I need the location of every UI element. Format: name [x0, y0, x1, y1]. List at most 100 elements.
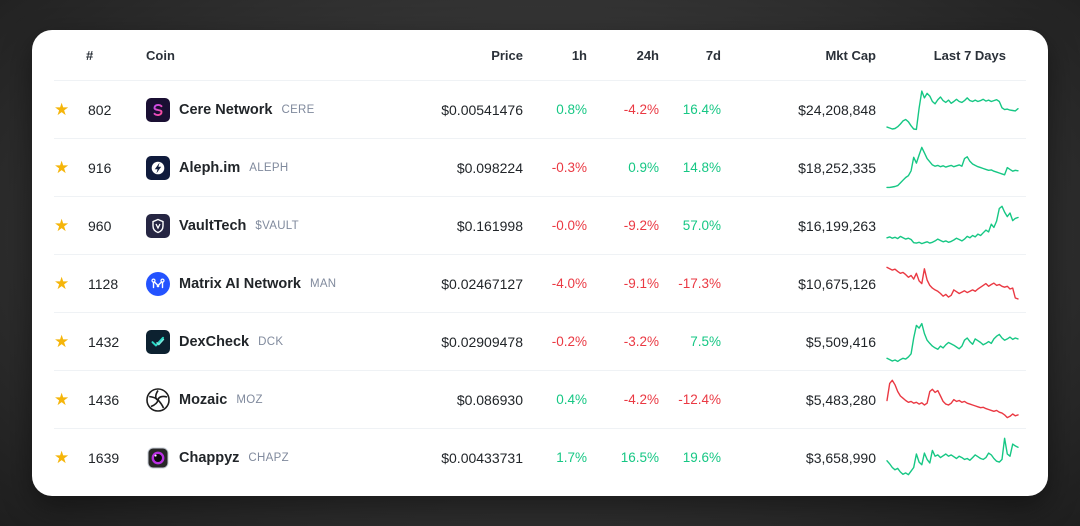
coin-rank: 1639	[88, 449, 120, 466]
change-1h: -4.0%	[551, 276, 587, 291]
header-coin[interactable]: Coin	[146, 47, 175, 63]
sparkline-chart	[876, 200, 1026, 252]
favorite-star-icon[interactable]: ★	[54, 390, 70, 409]
sparkline-chart	[876, 316, 1026, 368]
coin-ticker: $VAULT	[255, 219, 299, 232]
table-header-row: # Coin Price 1h 24h 7d Mkt Cap Last 7 Da…	[54, 30, 1026, 80]
coin-rank: 916	[88, 159, 112, 176]
price-value: $0.161998	[456, 217, 523, 234]
change-1h: 0.8%	[556, 102, 587, 117]
favorite-star-icon[interactable]: ★	[54, 448, 70, 467]
change-7d: 14.8%	[682, 160, 721, 175]
change-24h: -3.2%	[623, 334, 659, 349]
header-1h[interactable]: 1h	[571, 47, 587, 63]
change-1h: -0.3%	[551, 160, 587, 175]
change-24h: -9.2%	[623, 218, 659, 233]
change-7d: 16.4%	[682, 102, 721, 117]
table-row[interactable]: ★ 1436 Mozaic MOZ $0.086930 0.4% -4.2% -12.4% $5…	[54, 370, 1026, 428]
sparkline-chart	[876, 84, 1026, 136]
coin-logo-icon	[146, 446, 170, 470]
market-cap-value: $24,208,848	[798, 101, 876, 118]
coin-rank: 1128	[88, 275, 119, 292]
coin-cell[interactable]: Cere Network CERE	[146, 97, 405, 122]
table-row[interactable]: ★ 1639 Chappyz CHAPZ $0.00433731 1.7% 16.5% 19.…	[54, 428, 1026, 486]
table-row[interactable]: ★ 916 Aleph.im ALEPH $0.098224 -0.3% 0.9% 14.8%…	[54, 138, 1026, 196]
price-value: $0.098224	[456, 159, 523, 176]
coin-ticker: DCK	[258, 335, 284, 348]
coin-logo-icon	[146, 329, 170, 354]
header-last7days: Last 7 Days	[933, 47, 1006, 63]
market-cap-value: $16,199,263	[798, 217, 876, 234]
change-1h: -0.0%	[551, 218, 587, 233]
change-24h: 16.5%	[620, 450, 659, 465]
change-7d: 7.5%	[690, 334, 721, 349]
favorite-star-icon[interactable]: ★	[54, 100, 70, 119]
coin-logo-icon	[146, 97, 170, 122]
coin-cell[interactable]: Chappyz CHAPZ	[146, 446, 405, 470]
market-cap-value: $18,252,335	[798, 159, 876, 176]
favorite-star-icon[interactable]: ★	[54, 216, 70, 235]
coin-name[interactable]: DexCheck	[179, 333, 250, 350]
change-7d: 57.0%	[682, 218, 721, 233]
sparkline-chart	[876, 432, 1026, 484]
coin-cell[interactable]: DexCheck DCK	[146, 329, 405, 354]
change-24h: -4.2%	[623, 102, 659, 117]
coin-cell[interactable]: Matrix AI Network MAN	[146, 271, 405, 296]
table-body: ★ 802 Cere Network CERE $0.00541476 0.8% -4.2%…	[54, 80, 1026, 486]
header-7d[interactable]: 7d	[705, 47, 721, 63]
coin-logo-icon	[146, 387, 170, 412]
coin-logo-icon	[146, 155, 170, 180]
price-value: $0.00433731	[441, 449, 523, 466]
table-row[interactable]: ★ 1432 DexCheck DCK $0.02909478 -0.2% -3.2% 7.5…	[54, 312, 1026, 370]
favorite-star-icon[interactable]: ★	[54, 274, 70, 293]
header-price[interactable]: Price	[491, 47, 523, 63]
coin-ticker: MAN	[309, 277, 337, 290]
change-1h: 0.4%	[556, 392, 587, 407]
coin-name[interactable]: VaultTech	[179, 217, 247, 234]
table-row[interactable]: ★ 1128 Matrix AI Network MAN $0.02467127 -4.0…	[54, 254, 1026, 312]
change-24h: -4.2%	[623, 392, 659, 407]
change-7d: -12.4%	[678, 392, 721, 407]
coin-name[interactable]: Mozaic	[179, 391, 228, 408]
coin-rank: 802	[88, 101, 112, 118]
coin-ticker: CHAPZ	[248, 451, 289, 464]
sparkline-chart	[876, 374, 1026, 426]
coin-logo-icon	[146, 213, 170, 238]
coin-name[interactable]: Chappyz	[179, 449, 240, 466]
price-value: $0.00541476	[441, 101, 523, 118]
change-24h: 0.9%	[628, 160, 659, 175]
change-7d: -17.3%	[678, 276, 721, 291]
coin-ticker: MOZ	[236, 393, 263, 406]
change-7d: 19.6%	[682, 450, 721, 465]
market-cap-value: $3,658,990	[805, 449, 876, 466]
sparkline-chart	[876, 258, 1026, 310]
price-value: $0.086930	[456, 391, 523, 408]
price-value: $0.02909478	[441, 333, 523, 350]
coin-logo-icon	[146, 271, 170, 296]
coin-name[interactable]: Cere Network	[179, 101, 273, 118]
header-24h[interactable]: 24h	[636, 47, 659, 63]
table-row[interactable]: ★ 960 VaultTech $VAULT $0.161998 -0.0% -9.2% 57…	[54, 196, 1026, 254]
market-cap-value: $10,675,126	[798, 275, 876, 292]
coin-ticker: CERE	[281, 103, 315, 116]
sparkline-chart	[876, 142, 1026, 194]
table-row[interactable]: ★ 802 Cere Network CERE $0.00541476 0.8% -4.2%…	[54, 80, 1026, 138]
coin-rank: 1432	[88, 333, 120, 350]
coin-cell[interactable]: VaultTech $VAULT	[146, 213, 405, 238]
coin-name[interactable]: Aleph.im	[179, 159, 241, 176]
coin-rank: 960	[88, 217, 112, 234]
change-1h: -0.2%	[551, 334, 587, 349]
coin-name[interactable]: Matrix AI Network	[179, 275, 301, 292]
header-rank[interactable]: #	[86, 47, 94, 63]
favorite-star-icon[interactable]: ★	[54, 158, 70, 177]
market-cap-value: $5,483,280	[805, 391, 876, 408]
change-24h: -9.1%	[623, 276, 659, 291]
coin-cell[interactable]: Mozaic MOZ	[146, 387, 405, 412]
coin-rank: 1436	[88, 391, 120, 408]
coin-ticker: ALEPH	[249, 161, 289, 174]
market-cap-value: $5,509,416	[805, 333, 876, 350]
price-value: $0.02467127	[441, 275, 523, 292]
coin-cell[interactable]: Aleph.im ALEPH	[146, 155, 405, 180]
header-mktcap[interactable]: Mkt Cap	[825, 47, 876, 63]
favorite-star-icon[interactable]: ★	[54, 332, 70, 351]
